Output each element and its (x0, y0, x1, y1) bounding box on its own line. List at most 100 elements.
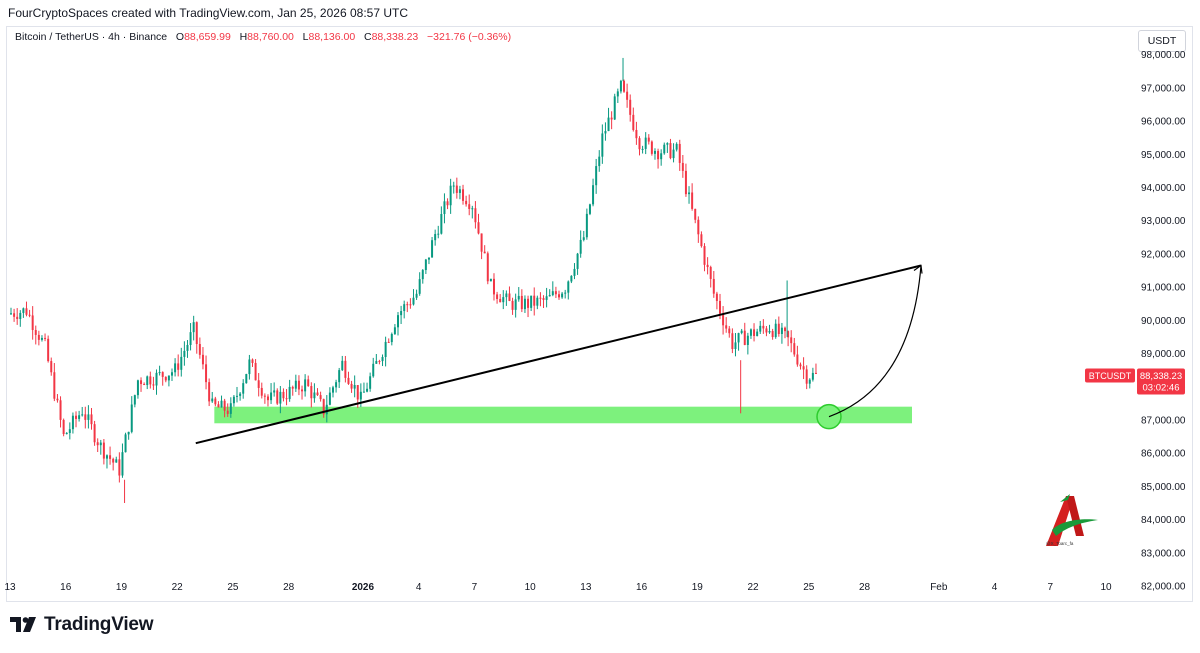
candle-body (214, 398, 217, 405)
close-value: 88,338.23 (371, 31, 419, 43)
candle-body (480, 233, 483, 252)
candle-body (660, 153, 663, 160)
candle-body (81, 414, 84, 416)
y-axis: 98,000.00 97,000.00 96,000.00 95,000.00 94,0… (1141, 50, 1186, 592)
candle-body (505, 293, 508, 298)
candle-body (96, 442, 99, 446)
y-tick-label: 94,000.00 (1141, 183, 1186, 194)
candle-body (56, 398, 59, 401)
candle-body (511, 300, 514, 310)
support-zone-layer (214, 406, 912, 424)
candle-body (604, 131, 607, 134)
y-tick-label: 98,000.00 (1141, 50, 1186, 61)
y-tick-label: 91,000.00 (1141, 283, 1186, 294)
candle-body (697, 219, 700, 235)
candle-body (434, 234, 437, 241)
candle-body (297, 380, 300, 390)
x-tick-label: 10 (1100, 582, 1112, 593)
candle-body (520, 295, 523, 310)
candle-body (427, 257, 430, 260)
candle-body (536, 297, 539, 306)
x-tick-label: 22 (747, 582, 759, 593)
candle-body (16, 316, 19, 320)
candle-body (180, 356, 183, 370)
trendline[interactable] (195, 264, 922, 445)
candle-body (613, 96, 616, 120)
symbol-name[interactable]: Bitcoin / TetherUS · 4h · Binance (15, 31, 168, 43)
ticker-tag (1085, 368, 1135, 383)
x-tick-label: 7 (1047, 582, 1053, 593)
candle-body (421, 270, 424, 280)
candle-body (462, 189, 465, 201)
candle-body (217, 404, 220, 408)
candle-body (793, 343, 796, 355)
y-tick-label: 83,000.00 (1141, 548, 1186, 559)
candle-body (530, 295, 533, 308)
candle-body (657, 150, 660, 160)
candle-body (678, 143, 681, 163)
candle-body (223, 400, 226, 411)
candle-body (805, 369, 808, 384)
candle-body (514, 299, 517, 310)
candle-body (743, 330, 746, 345)
candle-body (260, 387, 263, 396)
candle-body (251, 359, 254, 363)
candle-body (790, 337, 793, 344)
open-value: 88,659.99 (184, 31, 231, 43)
x-tick-label: 2026 (352, 582, 375, 593)
candle-body (192, 322, 195, 333)
currency-selector[interactable]: USDT (1138, 30, 1186, 52)
chart-credit: FourCryptoSpaces created with TradingVie… (8, 6, 408, 20)
candle-body (263, 395, 266, 397)
candle-body (146, 376, 149, 386)
candle-body (53, 372, 56, 399)
candle-body (109, 455, 112, 459)
candle-body (681, 162, 684, 171)
arrow-head (913, 264, 923, 274)
y-tick-label: 93,000.00 (1141, 216, 1186, 227)
candle-body (527, 298, 530, 308)
candle-body (291, 386, 294, 389)
candle-body (84, 414, 87, 420)
candle-body (731, 333, 734, 350)
candle-body (688, 192, 691, 195)
candle-body (567, 281, 570, 293)
candle-body (768, 331, 771, 333)
x-tick-label: 25 (803, 582, 815, 593)
candle-body (691, 192, 694, 209)
candle-body (545, 296, 548, 300)
candle-body (455, 185, 458, 193)
candle-body (746, 335, 749, 345)
candle-body (570, 275, 573, 282)
x-tick-label: 7 (472, 582, 478, 593)
y-tick-label: 84,000.00 (1141, 515, 1186, 526)
candle-body (554, 291, 557, 295)
candle-body (161, 372, 164, 377)
candle-body (328, 392, 331, 405)
candle-body (276, 390, 279, 404)
candle-body (211, 398, 214, 402)
chart-frame (6, 26, 1193, 602)
candle-body (19, 312, 22, 320)
candle-body (684, 170, 687, 195)
x-tick-label: 4 (416, 582, 422, 593)
x-tick-label: 22 (172, 582, 184, 593)
x-tick-label: 13 (4, 582, 16, 593)
candle-body (715, 293, 718, 301)
candle-body (152, 384, 155, 386)
candle-body (551, 291, 554, 296)
candle-body (359, 391, 362, 400)
x-tick-label: 13 (580, 582, 592, 593)
candle-body (610, 117, 613, 120)
candle-body (140, 380, 143, 385)
tradingview-logo[interactable]: TradingView (10, 614, 154, 636)
candle-body (174, 363, 177, 373)
candle-body (406, 304, 409, 306)
candle-body (248, 359, 251, 375)
candle-body (517, 295, 520, 300)
candle-body (347, 377, 350, 384)
candle-body (226, 410, 229, 414)
projection-arrow[interactable] (828, 265, 922, 418)
